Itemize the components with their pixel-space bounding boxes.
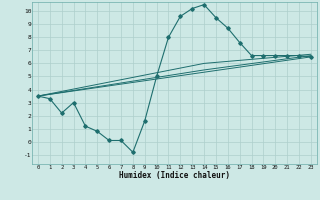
X-axis label: Humidex (Indice chaleur): Humidex (Indice chaleur) (119, 171, 230, 180)
